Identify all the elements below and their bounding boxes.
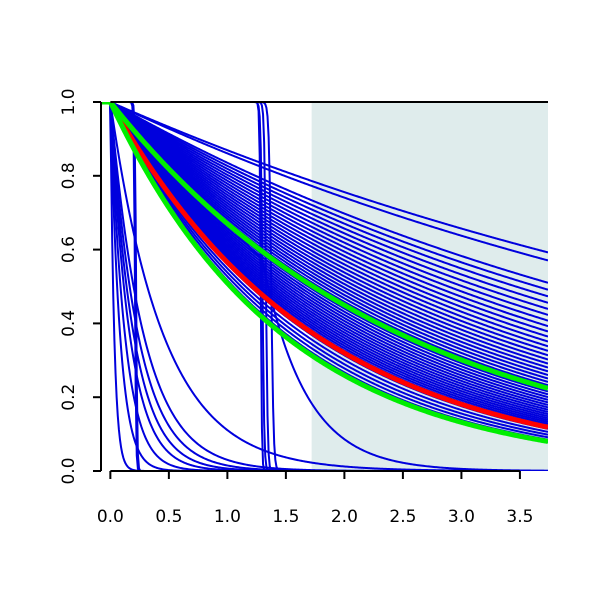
y-tick-label: 0.8 (59, 162, 79, 189)
blue-series-line (101, 102, 548, 343)
x-tick-label: 1.0 (214, 507, 241, 527)
x-tick-label: 1.5 (272, 507, 299, 527)
blue-series-line (101, 102, 548, 348)
blue-series-line (101, 102, 548, 357)
y-tick-label: 0.6 (59, 236, 79, 263)
blue-series-line (101, 102, 548, 471)
blue-series-line (101, 102, 548, 333)
x-tick-label: 2.0 (331, 507, 358, 527)
blue-series-line (101, 102, 548, 322)
blue-series-line (101, 102, 548, 254)
x-tick-label: 2.5 (389, 507, 416, 527)
blue-series-line (101, 102, 548, 361)
blue-series-line (101, 102, 548, 411)
blue-series-line (101, 102, 548, 328)
blue-series-line (101, 102, 548, 298)
blue-series-line (101, 102, 548, 291)
plot-area (101, 101, 548, 471)
blue-series-line (101, 102, 548, 406)
red-series-line (101, 102, 548, 430)
blue-series-line (101, 102, 548, 413)
blue-series-line (101, 102, 548, 352)
x-axis: 0.0 0.5 1.0 1.5 2.0 2.5 3.0 3.5 (97, 470, 533, 527)
y-axis: 0.0 0.2 0.4 0.6 0.8 1.0 (59, 88, 102, 485)
blue-series-group (101, 102, 548, 471)
blue-series-line (101, 102, 548, 338)
x-tick-label: 3.0 (448, 507, 475, 527)
blue-series-line (101, 102, 548, 436)
x-tick-label: 3.5 (506, 507, 533, 527)
blue-series-line (101, 102, 548, 471)
blue-series-line (101, 102, 548, 409)
x-tick-label: 0.0 (97, 507, 124, 527)
blue-series-line (101, 102, 548, 284)
y-tick-label: 0.4 (59, 310, 79, 337)
x-tick-label: 0.5 (155, 507, 182, 527)
blue-series-line (101, 102, 548, 262)
blue-series-line (101, 102, 548, 369)
blue-series-line (101, 102, 548, 399)
y-tick-label: 0.2 (59, 384, 79, 411)
blue-series-line (101, 102, 548, 373)
blue-series-line (101, 102, 548, 433)
y-tick-label: 0.0 (59, 457, 79, 484)
green-series-line (101, 102, 548, 444)
blue-series-line (101, 102, 548, 310)
blue-series-line (101, 102, 548, 316)
blue-series-line (101, 102, 548, 404)
highlight-series-group (101, 102, 548, 444)
blue-series-line (101, 102, 548, 439)
y-tick-label: 1.0 (59, 88, 79, 115)
green-series-line (101, 102, 548, 391)
blue-series-line (101, 102, 548, 304)
blue-series-line (101, 102, 548, 401)
blue-series-line (101, 102, 548, 365)
